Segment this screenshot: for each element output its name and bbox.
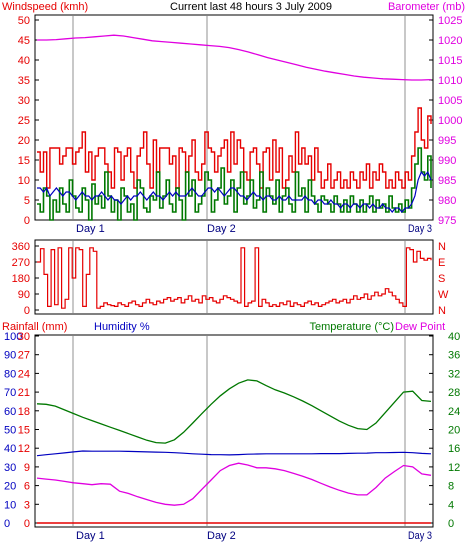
- wind-tick-label: 20: [18, 135, 30, 147]
- temperature-tick-label: 0: [448, 518, 454, 530]
- humidity-axis-title: Humidity %: [94, 321, 150, 333]
- barometer-axis-title: Barometer (mb): [388, 1, 465, 13]
- x-label-day1-bottom: Day 1: [76, 530, 105, 542]
- wind-tick-label: 35: [18, 75, 30, 87]
- temperature-tick-label: 28: [448, 387, 460, 399]
- compass-tick-label: S: [438, 273, 445, 285]
- rainfall-tick-label: 30: [18, 331, 30, 343]
- temperature-panel-frame: [34, 334, 434, 528]
- barometer-tick-label: 1005: [438, 95, 462, 107]
- temperature-tick-label: 12: [448, 462, 460, 474]
- direction-tick-label: 270: [12, 257, 30, 269]
- green-wind-series: [37, 147, 432, 221]
- rainfall-tick-label: 6: [24, 481, 30, 493]
- wind-tick-label: 5: [24, 195, 30, 207]
- dew-point-axis-title: Dew Point: [395, 321, 445, 333]
- wind-tick-label: 15: [18, 155, 30, 167]
- x-label-day2-top: Day 2: [207, 223, 236, 235]
- temperature-tick-label: 36: [448, 350, 460, 362]
- compass-tick-label: N: [438, 305, 446, 317]
- direction-panel-frame: [34, 239, 434, 315]
- wind-direction-series: [37, 247, 432, 309]
- humidity-series: [36, 450, 432, 457]
- rainfall-tick-label: 3: [24, 499, 30, 511]
- avg-wind-series: [37, 170, 432, 213]
- rainfall-tick-label: 27: [18, 350, 30, 362]
- barometer-tick-label: 1020: [438, 35, 462, 47]
- humidity-tick-label: 0: [4, 518, 10, 530]
- temperature-tick-label: 20: [448, 425, 460, 437]
- direction-tick-label: 0: [24, 305, 30, 317]
- x-label-day3-bottom: Day 3: [408, 530, 432, 542]
- direction-tick-label: 180: [12, 273, 30, 285]
- wind-tick-label: 40: [18, 55, 30, 67]
- rainfall-tick-label: 12: [18, 443, 30, 455]
- direction-tick-label: 360: [12, 241, 30, 253]
- humidity-tick-label: 30: [4, 462, 16, 474]
- direction-tick-label: 90: [18, 289, 30, 301]
- grid-layer: [72, 16, 406, 526]
- temperature-tick-label: 16: [448, 443, 460, 455]
- temperature-axis-title: Temperature (°C): [310, 321, 394, 333]
- rainfall-tick-label: 21: [18, 387, 30, 399]
- wind-tick-label: 45: [18, 35, 30, 47]
- barometer-tick-label: 1010: [438, 75, 462, 87]
- dew-point-series: [36, 462, 432, 506]
- barometer-series: [37, 34, 432, 81]
- temperature-tick-label: 24: [448, 406, 460, 418]
- barometer-tick-label: 980: [438, 195, 456, 207]
- windspeed-axis-title: Windspeed (kmh): [2, 1, 88, 13]
- rainfall-tick-label: 9: [24, 462, 30, 474]
- barometer-tick-label: 975: [438, 215, 456, 227]
- x-label-day3-top: Day 3: [408, 223, 432, 235]
- gust-series: [37, 107, 432, 189]
- humidity-tick-label: 10: [4, 499, 16, 511]
- temperature-tick-label: 32: [448, 368, 460, 380]
- wind-panel-frame: [34, 14, 434, 221]
- compass-tick-label: E: [438, 257, 445, 269]
- barometer-tick-label: 995: [438, 135, 456, 147]
- rainfall-tick-label: 0: [24, 518, 30, 530]
- humidity-tick-label: 50: [4, 425, 16, 437]
- wind-tick-label: 25: [18, 115, 30, 127]
- wind-tick-label: 30: [18, 95, 30, 107]
- barometer-tick-label: 990: [438, 155, 456, 167]
- wind-tick-label: 50: [18, 15, 30, 27]
- series-layer: [36, 34, 432, 524]
- barometer-tick-label: 1000: [438, 115, 462, 127]
- humidity-tick-label: 60: [4, 406, 16, 418]
- compass-tick-label: W: [438, 289, 449, 301]
- humidity-tick-label: 100: [4, 331, 22, 343]
- temperature-tick-label: 40: [448, 331, 460, 343]
- barometer-tick-label: 1025: [438, 15, 462, 27]
- rainfall-tick-label: 24: [18, 368, 30, 380]
- tick-layer: 0510152025303540455097598098599099510001…: [4, 15, 462, 530]
- humidity-tick-label: 80: [4, 368, 16, 380]
- humidity-tick-label: 70: [4, 387, 16, 399]
- chart-title: Current last 48 hours 3 July 2009: [170, 1, 332, 13]
- temperature-tick-label: 4: [448, 499, 454, 511]
- rainfall-tick-label: 18: [18, 406, 30, 418]
- humidity-tick-label: 40: [4, 443, 16, 455]
- humidity-tick-label: 20: [4, 481, 16, 493]
- wind-tick-label: 10: [18, 175, 30, 187]
- rainfall-tick-label: 15: [18, 425, 30, 437]
- rainfall-axis-title: Rainfall (mm): [2, 321, 67, 333]
- humidity-tick-label: 90: [4, 350, 16, 362]
- barometer-tick-label: 985: [438, 175, 456, 187]
- x-label-day2-bottom: Day 2: [207, 530, 236, 542]
- compass-tick-label: N: [438, 241, 446, 253]
- temperature-tick-label: 8: [448, 481, 454, 493]
- barometer-tick-label: 1015: [438, 55, 462, 67]
- x-label-day1-top: Day 1: [76, 223, 105, 235]
- temperature-series: [36, 379, 432, 444]
- wind-tick-label: 0: [24, 215, 30, 227]
